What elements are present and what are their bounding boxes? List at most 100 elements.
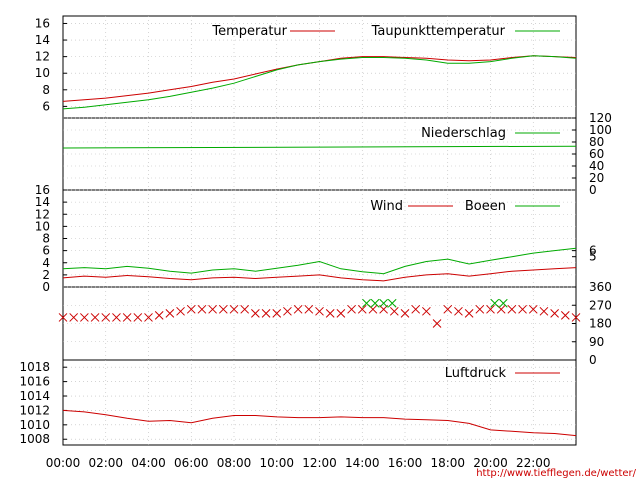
wind-ytick-label: 12	[35, 207, 50, 221]
direction-point	[379, 304, 388, 314]
direction-point	[293, 304, 303, 314]
wind-ytick-label: 8	[42, 232, 50, 246]
rain-series-line	[62, 145, 577, 149]
temp-series-line	[62, 55, 577, 102]
direction-point	[443, 304, 453, 314]
direction-point	[475, 304, 485, 314]
pressure-ytick-label: 1018	[19, 360, 50, 374]
pressure-legend-label: Luftdruck	[445, 366, 507, 381]
rain-ytick-right-label: 40	[589, 159, 604, 173]
pressure-ytick-label: 1012	[19, 403, 50, 417]
pressure-ytick-label: 1010	[19, 418, 50, 432]
direction-point	[571, 313, 581, 322]
direction-point	[58, 313, 68, 322]
wind-ytick-label: 2	[42, 268, 50, 282]
wind-legend-label: Wind	[370, 199, 403, 214]
x-tick-label: 14:00	[345, 456, 380, 470]
direction-point	[528, 304, 538, 314]
direction-point	[498, 298, 508, 308]
direction-point	[325, 309, 335, 318]
direction-ytick-right-label: 360	[589, 280, 612, 294]
direction-point	[144, 313, 153, 322]
direction-point	[272, 309, 282, 318]
direction-point	[283, 306, 292, 316]
x-tick-label: 12:00	[302, 456, 337, 470]
temp-ytick-label: 12	[35, 50, 50, 64]
temp-legend-label: Taupunkttemperatur	[371, 24, 506, 39]
wind-ytick-right-label: 5	[589, 250, 597, 264]
direction-ytick-right-label: 0	[589, 353, 597, 367]
direction-point	[208, 304, 217, 314]
direction-point	[539, 306, 549, 316]
wind-ytick-label: 14	[35, 195, 50, 209]
direction-point	[229, 304, 239, 314]
direction-point	[240, 304, 250, 314]
direction-point	[387, 298, 397, 308]
direction-point	[370, 298, 380, 308]
temp-series-line	[62, 55, 577, 110]
source-url[interactable]: http://www.tiefflegen.de/wetter/	[476, 468, 636, 479]
direction-point	[411, 304, 421, 314]
direction-point	[122, 313, 132, 322]
temp-ytick-label: 14	[35, 33, 50, 47]
direction-point	[80, 313, 89, 322]
temp-ytick-label: 10	[35, 66, 50, 80]
direction-point	[518, 304, 527, 314]
direction-point	[347, 304, 356, 314]
direction-point	[400, 309, 410, 318]
rain-ytick-right-label: 80	[589, 135, 604, 149]
x-tick-label: 10:00	[259, 456, 294, 470]
direction-point	[454, 306, 463, 316]
x-tick-label: 02:00	[88, 456, 123, 470]
pressure-ytick-label: 1008	[19, 432, 50, 446]
direction-point	[165, 309, 175, 318]
direction-point	[422, 306, 431, 316]
rain-ytick-right-label: 60	[589, 147, 604, 161]
direction-point	[379, 298, 388, 308]
direction-point	[186, 304, 196, 314]
wind-series-line	[62, 247, 577, 275]
x-tick-label: 06:00	[174, 456, 209, 470]
direction-point	[464, 309, 474, 318]
direction-point	[304, 304, 314, 314]
rain-legend-label: Niederschlag	[421, 126, 506, 141]
direction-ytick-right-label: 270	[589, 298, 612, 312]
direction-point	[90, 313, 100, 322]
pressure-series-line	[62, 409, 577, 437]
direction-point	[197, 304, 207, 314]
wind-ytick-label: 10	[35, 219, 50, 233]
direction-point	[133, 313, 143, 322]
pressure-ytick-label: 1014	[19, 389, 50, 403]
direction-point	[389, 306, 399, 316]
direction-point	[112, 313, 121, 322]
direction-point	[357, 304, 367, 314]
wind-ytick-right-label: 6	[589, 244, 597, 258]
direction-point	[432, 319, 442, 328]
wind-ytick-label: 0	[42, 280, 50, 294]
rain-ytick-right-label: 0	[589, 183, 597, 197]
direction-ytick-right-label: 180	[589, 317, 612, 331]
direction-point	[261, 309, 271, 318]
wind-series-line	[62, 267, 577, 282]
temp-legend-label: Temperatur	[211, 24, 287, 39]
wind-ytick-label: 4	[42, 256, 50, 270]
direction-point	[362, 298, 371, 308]
temp-ytick-label: 16	[35, 16, 50, 30]
x-tick-label: 16:00	[388, 456, 423, 470]
direction-point	[154, 311, 164, 320]
wind-legend-label: Boeen	[465, 199, 506, 214]
direction-point	[101, 313, 111, 322]
direction-panel: 0 90 180 270 360	[58, 280, 612, 367]
x-tick-label: 22:00	[516, 456, 551, 470]
x-tick-label: 08:00	[217, 456, 252, 470]
direction-point	[176, 306, 185, 316]
x-tick-label: 04:00	[131, 456, 166, 470]
direction-point	[251, 309, 260, 318]
direction-ytick-right-label: 90	[589, 335, 604, 349]
direction-point	[550, 309, 559, 318]
wind-ytick-label: 16	[35, 183, 50, 197]
rain-ytick-right-label: 120	[589, 111, 612, 125]
